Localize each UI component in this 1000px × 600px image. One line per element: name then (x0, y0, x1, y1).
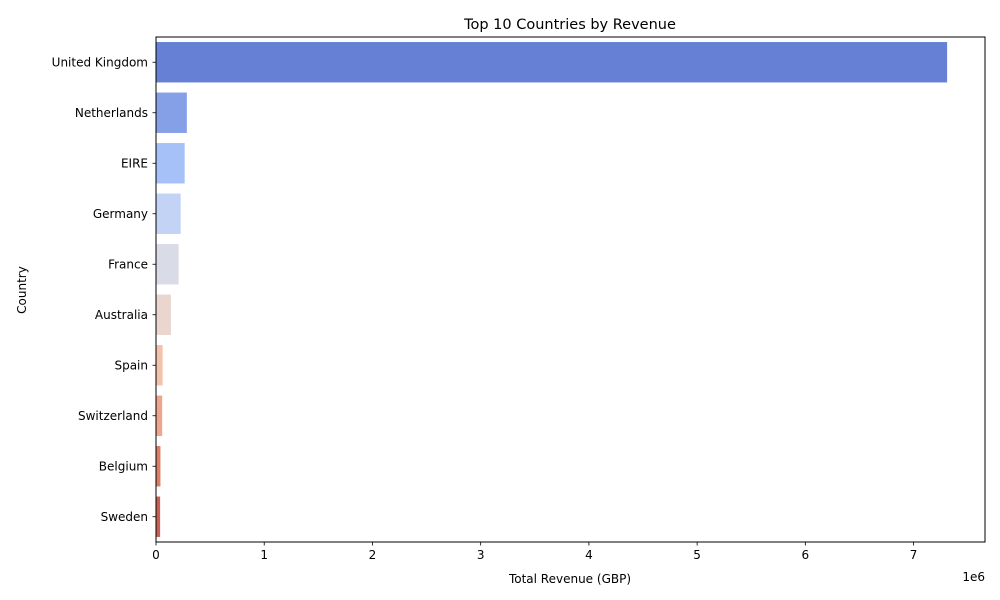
bar-france (156, 244, 179, 285)
x-tick-label: 2 (369, 548, 377, 562)
x-tick-label: 3 (477, 548, 485, 562)
y-tick-label-sweden: Sweden (101, 510, 148, 524)
y-tick-label-netherlands: Netherlands (75, 106, 148, 120)
bar-switzerland (156, 395, 163, 436)
chart-title: Top 10 Countries by Revenue (463, 17, 676, 33)
x-tick-label: 5 (693, 548, 701, 562)
bar-australia (156, 294, 171, 335)
y-tick-label-united-kingdom: United Kingdom (52, 55, 148, 69)
bar-spain (156, 345, 163, 386)
bar-sweden (156, 496, 161, 537)
y-axis-label: Country (15, 266, 29, 314)
bar-eire (156, 143, 185, 184)
x-tick-label: 1 (260, 548, 268, 562)
x-tick-label: 6 (802, 548, 810, 562)
x-axis-ticks: 0 1 2 3 4 5 6 7 (152, 542, 917, 562)
x-tick-label: 4 (585, 548, 593, 562)
x-axis-label: Total Revenue (GBP) (508, 572, 631, 586)
y-axis-ticks: United Kingdom Netherlands EIRE Germany Fran… (52, 55, 156, 524)
y-tick-label-france: France (108, 257, 148, 271)
x-tick-label: 0 (152, 548, 160, 562)
bars-group (156, 42, 948, 537)
y-tick-label-belgium: Belgium (99, 459, 148, 473)
plot-frame (155, 36, 986, 543)
y-tick-label-eire: EIRE (121, 156, 148, 170)
bar-united-kingdom (156, 42, 948, 83)
x-tick-label: 7 (910, 548, 918, 562)
x-axis-offset-label: 1e6 (962, 570, 985, 584)
y-tick-label-spain: Spain (114, 358, 148, 372)
y-tick-label-australia: Australia (95, 308, 148, 322)
y-tick-label-switzerland: Switzerland (78, 409, 148, 423)
bar-belgium (156, 446, 161, 487)
bar-netherlands (156, 92, 187, 133)
bar-germany (156, 193, 181, 234)
y-tick-label-germany: Germany (93, 207, 148, 221)
